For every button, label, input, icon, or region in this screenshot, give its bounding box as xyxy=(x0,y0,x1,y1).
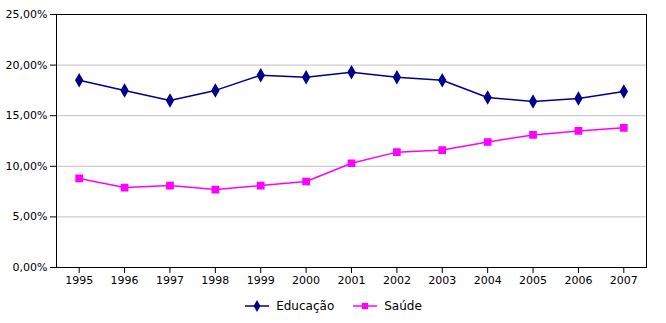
svg-text:2004: 2004 xyxy=(474,274,502,287)
svg-text:1998: 1998 xyxy=(201,274,229,287)
svg-text:25,00%: 25,00% xyxy=(6,8,48,21)
svg-text:1996: 1996 xyxy=(111,274,139,287)
svg-text:2003: 2003 xyxy=(428,274,456,287)
svg-text:10,00%: 10,00% xyxy=(6,160,48,173)
svg-text:2000: 2000 xyxy=(292,274,320,287)
svg-text:1997: 1997 xyxy=(156,274,184,287)
html-text:Educação: Educação xyxy=(276,299,335,313)
svg-text:15,00%: 15,00% xyxy=(6,109,48,122)
svg-text:2002: 2002 xyxy=(383,274,411,287)
svg-text:5,00%: 5,00% xyxy=(13,210,48,223)
svg-text:2005: 2005 xyxy=(519,274,547,287)
svg-text:1995: 1995 xyxy=(65,274,93,287)
svg-text:1999: 1999 xyxy=(247,274,275,287)
svg-text:2001: 2001 xyxy=(338,274,366,287)
svg-text:2007: 2007 xyxy=(610,274,638,287)
svg-text:20,00%: 20,00% xyxy=(6,59,48,72)
html-text:Saúde: Saúde xyxy=(384,299,422,313)
svg-text:2006: 2006 xyxy=(564,274,592,287)
svg-text:0,00%: 0,00% xyxy=(13,261,48,274)
